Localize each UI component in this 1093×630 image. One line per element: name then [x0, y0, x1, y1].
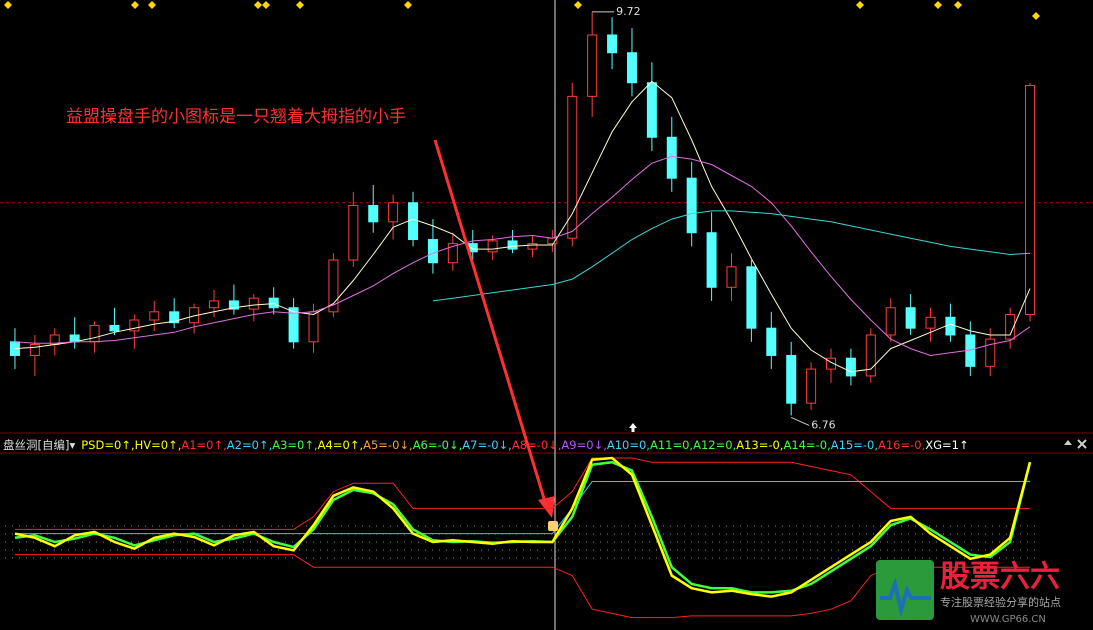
signal-icon	[548, 521, 558, 531]
candle-body	[248, 297, 259, 310]
indicator-value: A13=-0,	[736, 438, 783, 452]
moving-average	[14, 80, 1031, 373]
candle-body	[328, 259, 339, 313]
candle-body	[826, 357, 837, 370]
candle-body	[766, 327, 777, 356]
indicator-value: A9=0↓,	[561, 438, 606, 452]
candle-body	[208, 300, 219, 309]
candle-body	[567, 95, 578, 239]
candle-body	[308, 311, 319, 343]
candle-body	[1025, 84, 1036, 316]
candle-body	[348, 204, 359, 261]
indicator-value: A11=0,	[650, 438, 693, 452]
candle-body	[368, 204, 379, 223]
candle-body	[845, 357, 856, 377]
indicator-value: A8=-0↓,	[512, 438, 562, 452]
candle-body	[507, 240, 518, 250]
candle-body	[228, 300, 239, 310]
candle-body	[925, 316, 936, 329]
indicator-value: A4=0↑,	[318, 438, 363, 452]
candle-body	[89, 324, 100, 343]
candle-body	[607, 34, 618, 54]
url: WWW.GP66.CN	[970, 614, 1046, 625]
candle-body	[626, 52, 637, 84]
candle-body	[985, 338, 996, 367]
indicator-line	[15, 481, 1030, 535]
maximize-button[interactable]	[1064, 440, 1072, 445]
logo-mark	[880, 576, 931, 618]
min-label: 6.76	[811, 418, 836, 431]
candle-body	[786, 354, 797, 404]
candle-body	[945, 316, 956, 336]
slogan: 专注股票经验分享的站点	[940, 595, 1061, 609]
candle-body	[865, 334, 876, 377]
indicator-value: PSD=0↑,	[81, 438, 134, 452]
close-button[interactable]	[1077, 439, 1087, 449]
indicator-header: 盘丝洞[自编]▾ PSD=0↑,HV=0↑,A1=0↑,A2=0↑,A3=0↑,A…	[3, 438, 969, 452]
candle-body	[288, 307, 299, 343]
annotation-arrow	[433, 139, 548, 506]
indicator-value: A2=0↑,	[227, 438, 272, 452]
candle-body	[149, 311, 160, 321]
candle-body	[885, 307, 896, 336]
indicator-value: A10=0,	[607, 438, 650, 452]
indicator-value: A3=0↑,	[272, 438, 317, 452]
candle-body	[726, 266, 737, 288]
indicator-value: A12=0,	[693, 438, 736, 452]
moving-average	[432, 210, 1031, 302]
candle-body	[388, 202, 399, 223]
annotation: 益盟操盘手的小图标是一只翘着大拇指的小手	[66, 107, 406, 127]
candle-body	[129, 319, 140, 332]
indicator-value: A6=-0↓,	[413, 438, 463, 452]
indicator-value: A14=-0,	[783, 438, 830, 452]
max-label: 9.72	[616, 5, 641, 18]
candle-body	[587, 34, 598, 97]
event-markers	[4, 1, 1040, 20]
indicator-value: A7=-0↓,	[462, 438, 512, 452]
watermark: 股票六六 专注股票经验分享的站点 WWW.GP66.CN	[876, 560, 1061, 625]
candle-body	[806, 368, 817, 404]
indicator-value: A5=-0↓,	[363, 438, 413, 452]
candle-body	[427, 239, 438, 264]
scroll-marker	[629, 423, 637, 432]
candle-body	[268, 297, 279, 309]
candle-body	[29, 344, 40, 356]
candle-body	[447, 243, 458, 264]
brand: 股票六六	[940, 560, 1060, 595]
candle-body	[686, 177, 697, 234]
candle-body	[905, 307, 916, 329]
candle-body	[109, 324, 120, 332]
candle-body	[746, 266, 757, 329]
candle-body	[169, 311, 180, 324]
candle-body	[408, 202, 419, 241]
indicator-value: XG=1↑	[925, 438, 968, 452]
annotation-arrowhead	[538, 496, 555, 518]
candle-body	[646, 82, 657, 138]
indicator-value: A16=-0,	[878, 438, 925, 452]
indicator-line	[15, 457, 1030, 530]
indicator-value: A15=-0,	[831, 438, 878, 452]
candle-body	[527, 243, 538, 250]
indicator-value: HV=0↑,	[135, 438, 182, 452]
candle-body	[487, 240, 498, 253]
candle-body	[1005, 314, 1016, 340]
indicator-line	[15, 554, 1030, 619]
indicator-title: 盘丝洞[自编]▾	[3, 438, 75, 452]
candle-body	[706, 232, 717, 288]
moving-average	[14, 155, 1031, 357]
indicator-value: A1=0↑,	[181, 438, 226, 452]
min-pointer	[790, 416, 810, 426]
indicator-line	[14, 456, 1032, 598]
